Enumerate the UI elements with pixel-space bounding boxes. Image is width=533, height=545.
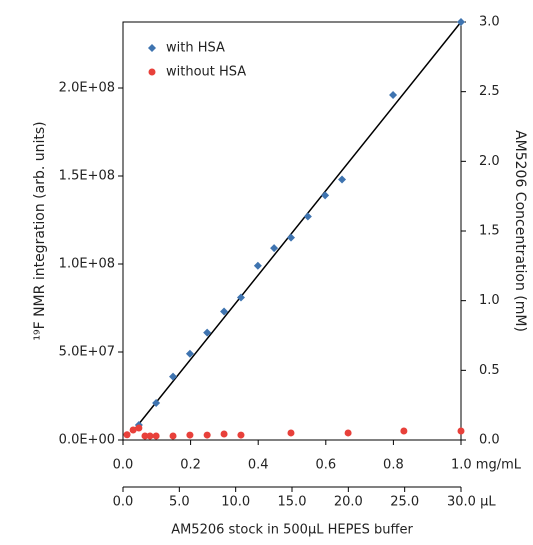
y-tick-label: 1.0E+08 xyxy=(59,257,115,272)
data-point xyxy=(186,431,194,439)
y2-tick-label: 2.0 xyxy=(479,154,500,169)
data-point xyxy=(344,429,352,437)
y2-tick-label: 1.0 xyxy=(479,293,500,308)
data-point xyxy=(457,18,465,26)
y-tick-label: 2.0E+08 xyxy=(59,81,115,96)
y2-tick-label: 0.0 xyxy=(479,433,500,448)
data-point xyxy=(129,426,137,434)
y2-tick-label: 1.5 xyxy=(479,224,500,239)
x2-tick-label: 5.0 xyxy=(169,495,190,510)
x-tick-label: 0.2 xyxy=(180,458,201,473)
legend-label: without HSA xyxy=(166,65,246,80)
data-point xyxy=(169,432,177,440)
data-point xyxy=(253,261,262,270)
y-tick-label: 0.0E+00 xyxy=(59,433,115,448)
data-point xyxy=(220,307,229,316)
y-axis-title: ¹⁹F NMR integration (arb. units) xyxy=(32,121,48,340)
y2-tick-label: 3.0 xyxy=(479,15,500,30)
data-point xyxy=(203,431,211,439)
data-point xyxy=(400,427,408,435)
x2-tick-label: 30.0 µL xyxy=(447,495,496,510)
x-tick-label: 1.0 mg/mL xyxy=(451,458,522,473)
data-point xyxy=(286,233,295,242)
data-point xyxy=(185,349,194,358)
data-point xyxy=(270,244,279,253)
data-point xyxy=(236,293,245,302)
x-tick-label: 0.4 xyxy=(248,458,269,473)
data-point xyxy=(389,91,398,100)
x2-tick-label: 20.0 xyxy=(334,495,363,510)
legend-marker xyxy=(148,68,156,76)
data-point xyxy=(152,399,161,408)
data-point xyxy=(457,427,465,435)
data-point xyxy=(123,431,131,439)
data-point xyxy=(287,429,295,437)
data-point xyxy=(321,191,330,200)
x-tick-label: 0.8 xyxy=(383,458,404,473)
y2-axis-title: AM5206 Concentration (mM) xyxy=(512,130,528,332)
x2-tick-label: 15.0 xyxy=(278,495,307,510)
x-axis-title: AM5206 stock in 500µL HEPES buffer xyxy=(171,523,413,538)
data-point xyxy=(146,432,154,440)
x2-tick-label: 25.0 xyxy=(390,495,419,510)
y2-tick-label: 0.5 xyxy=(479,363,500,378)
data-point xyxy=(135,424,143,432)
x2-tick-label: 10.0 xyxy=(221,495,250,510)
x-tick-label: 0.0 xyxy=(113,458,134,473)
x2-tick-label: 0.0 xyxy=(113,495,134,510)
legend-label: with HSA xyxy=(166,41,225,56)
trend-line xyxy=(133,21,462,431)
data-point xyxy=(169,372,178,381)
data-point xyxy=(303,212,312,221)
y-tick-label: 1.5E+08 xyxy=(59,169,115,184)
x-tick-label: 0.6 xyxy=(315,458,336,473)
y-tick-label: 5.0E+07 xyxy=(59,345,115,360)
y2-tick-label: 2.5 xyxy=(479,84,500,99)
data-point xyxy=(152,432,160,440)
data-point xyxy=(338,175,347,184)
data-point xyxy=(220,430,228,438)
data-point xyxy=(237,431,245,439)
data-point xyxy=(141,432,149,440)
data-point xyxy=(203,328,212,337)
legend-marker xyxy=(148,44,156,52)
